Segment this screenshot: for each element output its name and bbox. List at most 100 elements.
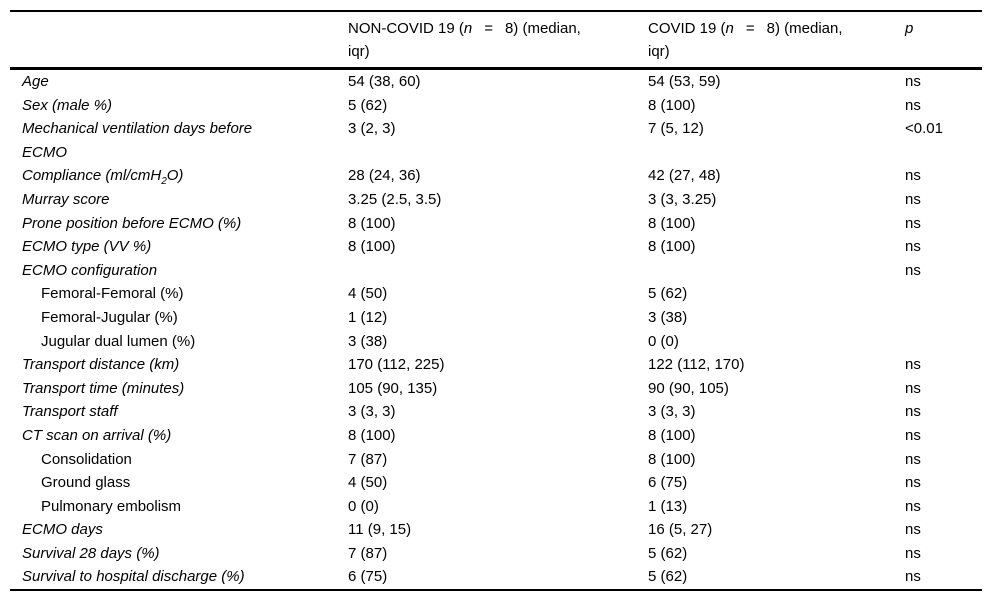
non-covid-value-cell: 3 (2, 3) — [348, 120, 396, 138]
equals-sign: = — [484, 20, 493, 37]
row-label-cell: Murray score — [22, 190, 110, 208]
p-value-cell: ns — [893, 565, 982, 592]
p-value-cell — [893, 282, 982, 306]
table-body: Age 54 (38, 60) 54 (53, 59) ns Sex (male %) 5… — [10, 69, 982, 592]
header-empty-cell — [10, 10, 336, 70]
p-value-cell: <0.01 — [905, 120, 943, 138]
covid-value-cell: 54 (53, 59) — [648, 73, 721, 90]
table-row: ECMO type (VV %) 8 (100) 8 (100) ns — [10, 235, 982, 259]
non-covid-value-cell: 7 (87) — [348, 450, 388, 468]
non-covid-value-cell: 3 (3, 3) — [348, 403, 396, 421]
header-text-line2: iqr) — [648, 43, 670, 60]
equals-sign: = — [745, 20, 755, 37]
covid-value-cell: 8 (100) — [648, 238, 696, 256]
non-covid-value-cell: 1 (12) — [348, 308, 388, 326]
header-p-column: p — [893, 10, 982, 70]
non-covid-value-cell: 54 (38, 60) — [348, 73, 421, 90]
p-value-cell: ns — [905, 73, 921, 90]
non-covid-value-cell: 5 (62) — [348, 96, 388, 114]
table-row: Prone position before ECMO (%) 8 (100) 8 (… — [10, 212, 982, 236]
row-label-cell: Sex (male %) — [22, 96, 113, 114]
table-row: Pulmonary embolism 0 (0) 1 (13) ns — [10, 495, 982, 519]
comparison-table: NON-COVID 19 (n = 8) (median, iqr) COVID 19… — [10, 10, 982, 592]
row-label-cell: Mechanical ventilation days before ECMO — [22, 120, 253, 161]
row-label-cell: Consolidation — [41, 450, 132, 468]
covid-value-cell: 8 (100) — [648, 450, 696, 468]
table-row: ECMO configuration ns — [10, 259, 982, 283]
non-covid-value-cell: 4 (50) — [348, 474, 388, 492]
n-variable: n — [725, 20, 734, 37]
non-covid-value-cell: 8 (100) — [348, 214, 396, 232]
covid-value-cell: 8 (100) — [648, 214, 696, 232]
non-covid-value-cell: 170 (112, 225) — [348, 356, 445, 374]
non-covid-value-cell: 3 (38) — [348, 332, 388, 350]
row-label-cell: Pulmonary embolism — [41, 497, 182, 515]
covid-value-cell: 42 (27, 48) — [648, 167, 721, 185]
p-value-cell: ns — [905, 497, 921, 515]
table-row: Survival to hospital discharge (%) 6 (75)… — [10, 565, 982, 592]
row-label-cell: Prone position before ECMO (%) — [22, 214, 242, 232]
header-text: NON-COVID 19 ( — [348, 20, 464, 37]
p-value-cell: ns — [905, 190, 921, 208]
table-row: Survival 28 days (%) 7 (87) 5 (62) ns — [10, 542, 982, 566]
row-label-cell: Age — [22, 73, 49, 90]
p-variable: p — [905, 20, 914, 37]
covid-value-cell — [636, 259, 893, 283]
row-label-cell: Transport staff — [22, 403, 118, 421]
row-label-cell: ECMO type (VV %) — [22, 238, 152, 256]
p-value-cell: ns — [905, 474, 921, 492]
p-value-cell: ns — [905, 238, 921, 256]
table-row: Consolidation 7 (87) 8 (100) ns — [10, 448, 982, 472]
table-row: Jugular dual lumen (%) 3 (38) 0 (0) — [10, 330, 982, 354]
covid-value-cell: 3 (3, 3) — [648, 403, 696, 421]
row-label-cell: ECMO configuration — [22, 261, 158, 279]
row-label-cell: Survival 28 days (%) — [22, 544, 160, 562]
row-label-cell: CT scan on arrival (%) — [22, 426, 172, 444]
non-covid-value-cell: 8 (100) — [348, 238, 396, 256]
table-row: Compliance (ml/cmH2O) 28 (24, 36) 42 (27, … — [10, 164, 982, 188]
table-row: ECMO days 11 (9, 15) 16 (5, 27) ns — [10, 518, 982, 542]
row-label-cell: Femoral-Femoral (%) — [41, 285, 184, 303]
table-row: Femoral-Femoral (%) 4 (50) 5 (62) — [10, 282, 982, 306]
clinical-comparison-table: NON-COVID 19 (n = 8) (median, iqr) COVID 19… — [10, 10, 982, 592]
header-text: COVID 19 ( — [648, 20, 726, 37]
table-row: Age 54 (38, 60) 54 (53, 59) ns — [10, 69, 982, 94]
row-label-cell: Jugular dual lumen (%) — [41, 332, 196, 350]
p-value-cell: ns — [905, 96, 921, 114]
p-value-cell: ns — [905, 379, 921, 397]
table-row: Transport staff 3 (3, 3) 3 (3, 3) ns — [10, 400, 982, 424]
row-label-cell: Survival to hospital discharge (%) — [10, 565, 336, 592]
header-covid-column: COVID 19 (n = 8) (median, iqr) — [636, 10, 893, 70]
non-covid-value-cell: 11 (9, 15) — [348, 521, 412, 539]
header-non-covid-column: NON-COVID 19 (n = 8) (median, iqr) — [336, 10, 636, 70]
row-label-cell: Compliance (ml/cmH2O) — [22, 167, 184, 188]
covid-value-cell: 5 (62) — [648, 285, 688, 303]
header-row: NON-COVID 19 (n = 8) (median, iqr) COVID 19… — [10, 10, 982, 70]
table-row: Sex (male %) 5 (62) 8 (100) ns — [10, 94, 982, 118]
covid-value-cell: 8 (100) — [648, 426, 696, 444]
p-value-cell: ns — [905, 261, 921, 279]
non-covid-value-cell: 0 (0) — [348, 497, 379, 515]
p-value-cell — [893, 330, 982, 354]
non-covid-value-cell: 6 (75) — [336, 565, 636, 592]
covid-value-cell: 5 (62) — [636, 565, 893, 592]
p-value-cell: ns — [905, 214, 921, 232]
covid-value-cell: 1 (13) — [648, 497, 688, 515]
covid-value-cell: 6 (75) — [648, 474, 688, 492]
non-covid-value-cell: 7 (87) — [348, 544, 388, 562]
p-value-cell — [893, 306, 982, 330]
p-value-cell: ns — [905, 403, 921, 421]
table-row: Transport time (minutes) 105 (90, 135) 90 … — [10, 377, 982, 401]
table-row: CT scan on arrival (%) 8 (100) 8 (100) ns — [10, 424, 982, 448]
header-text-line2: iqr) — [348, 43, 370, 60]
covid-value-cell: 122 (112, 170) — [648, 356, 745, 374]
covid-value-cell: 16 (5, 27) — [648, 521, 713, 539]
n-variable: n — [463, 20, 473, 37]
row-label-cell: Transport distance (km) — [22, 356, 180, 374]
table-row: Transport distance (km) 170 (112, 225) 122… — [10, 353, 982, 377]
covid-value-cell: 90 (90, 105) — [648, 379, 729, 397]
table-row: Mechanical ventilation days before ECMO 3… — [10, 117, 982, 164]
table-row: Femoral-Jugular (%) 1 (12) 3 (38) — [10, 306, 982, 330]
p-value-cell: ns — [905, 450, 921, 468]
covid-value-cell: 0 (0) — [648, 332, 679, 350]
